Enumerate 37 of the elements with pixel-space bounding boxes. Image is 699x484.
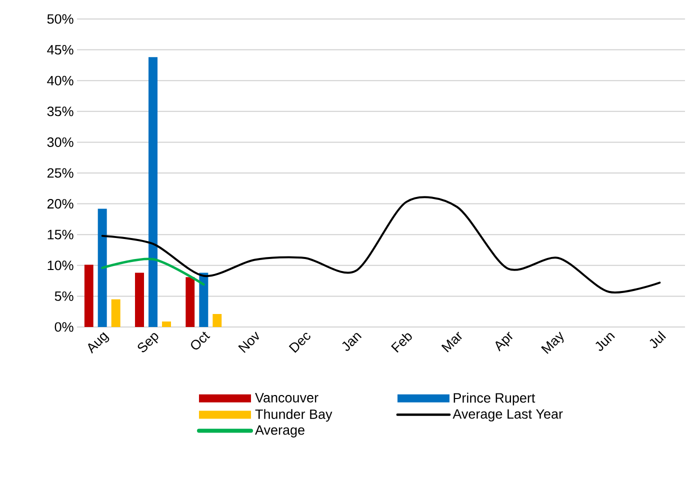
y-tick-label: 35% bbox=[47, 106, 74, 116]
bar bbox=[186, 277, 195, 327]
x-tick-label: Dec bbox=[288, 332, 310, 353]
bar bbox=[135, 272, 144, 327]
x-tick-label: Feb bbox=[391, 333, 412, 353]
x-tick-label: Jul bbox=[650, 330, 666, 348]
bar bbox=[199, 272, 208, 327]
y-tick-label: 40% bbox=[47, 76, 74, 86]
y-tick-label: 10% bbox=[48, 260, 74, 270]
y-tick-label: 15% bbox=[48, 230, 74, 240]
legend-label: Vancouver bbox=[255, 393, 318, 402]
y-tick-label: 20% bbox=[47, 199, 74, 209]
y-tick-label: 5% bbox=[54, 291, 74, 301]
bar bbox=[111, 299, 120, 327]
x-tick-label: Jun bbox=[596, 332, 615, 351]
legend-label: Average Last Year bbox=[452, 409, 563, 422]
y-tick-label: 0% bbox=[54, 322, 74, 332]
legend-label: Prince Rupert bbox=[454, 392, 536, 406]
x-tick-label: Mar bbox=[441, 332, 462, 352]
x-tick-label: Apr bbox=[496, 332, 513, 352]
y-tick-label: 45% bbox=[47, 45, 74, 55]
bar bbox=[148, 57, 158, 327]
y-tick-label: 50% bbox=[47, 14, 74, 24]
x-tick-label: Jan bbox=[342, 332, 362, 351]
legend-label: Average bbox=[255, 425, 304, 438]
y-tick-label: 25% bbox=[47, 168, 74, 178]
bar bbox=[84, 264, 94, 327]
bar bbox=[98, 208, 107, 327]
bar bbox=[212, 314, 222, 327]
x-tick-label: May bbox=[541, 332, 564, 354]
x-tick-label: Aug bbox=[88, 332, 110, 354]
bar bbox=[162, 321, 172, 327]
x-tick-label: Oct bbox=[191, 332, 210, 350]
y-tick-label: 30% bbox=[47, 137, 74, 147]
legend-label: Thunder Bay bbox=[255, 409, 332, 422]
x-tick-label: Nov bbox=[238, 332, 259, 353]
x-tick-label: Sep bbox=[138, 333, 158, 352]
